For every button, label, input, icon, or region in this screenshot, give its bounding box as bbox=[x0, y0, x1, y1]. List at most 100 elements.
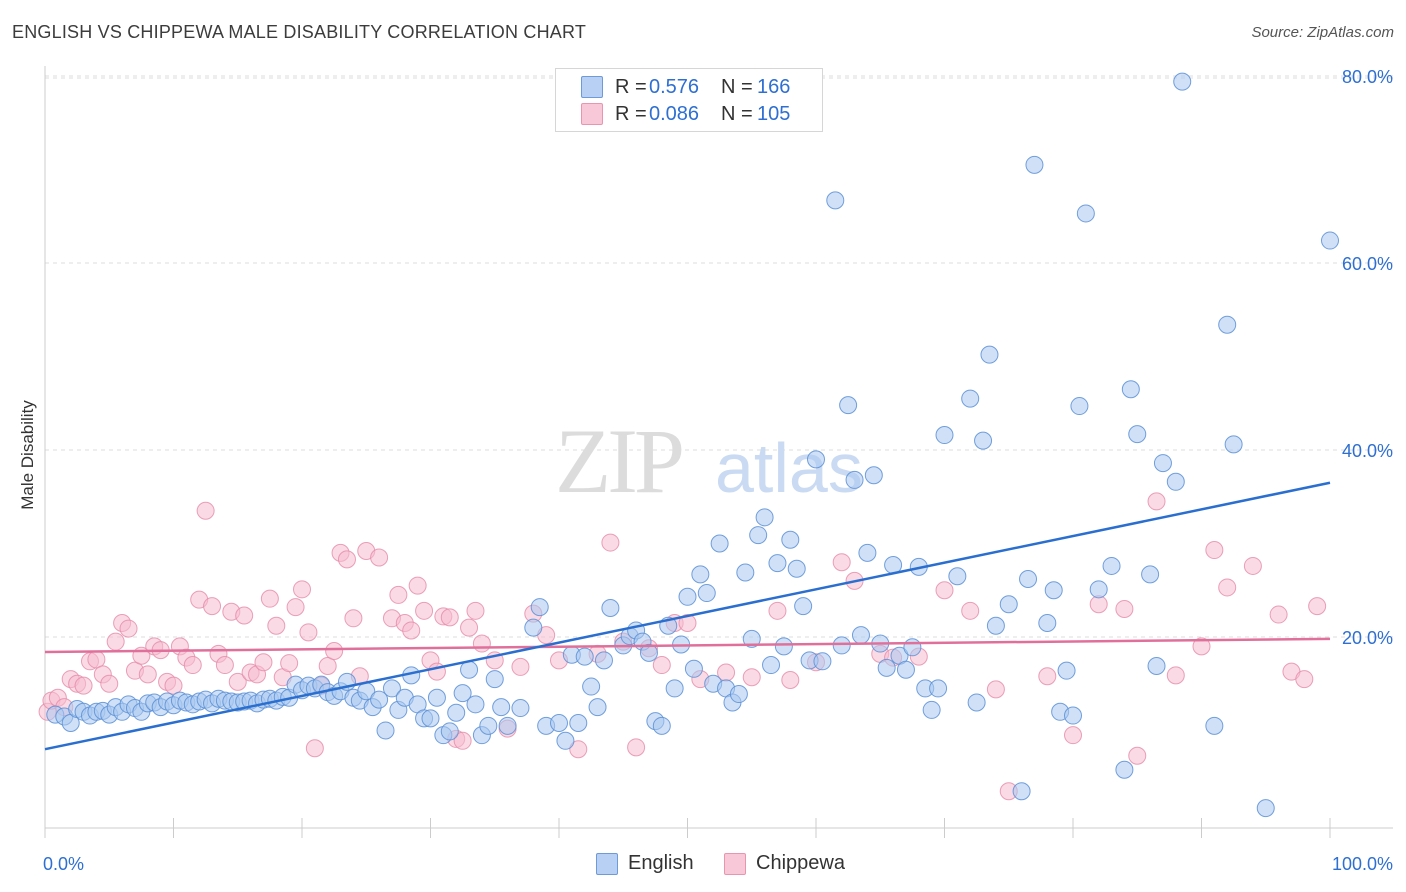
chippewa-point bbox=[100, 674, 119, 693]
english-point bbox=[1218, 315, 1237, 334]
chippewa-point bbox=[1038, 667, 1057, 686]
english-point bbox=[1012, 782, 1031, 801]
english-point bbox=[652, 716, 671, 735]
english-point bbox=[1147, 656, 1166, 675]
chippewa-point bbox=[337, 550, 356, 569]
english-point bbox=[691, 565, 710, 584]
chippewa-point bbox=[408, 576, 427, 595]
english-point bbox=[1321, 231, 1339, 250]
english-point bbox=[1205, 716, 1224, 735]
english-point bbox=[845, 470, 864, 489]
chippewa-point bbox=[935, 581, 954, 600]
chippewa-point bbox=[1166, 666, 1185, 685]
chippewa-point bbox=[832, 553, 851, 572]
english-point bbox=[376, 721, 395, 740]
english-point bbox=[903, 638, 922, 657]
english-point bbox=[961, 389, 980, 408]
chippewa-point bbox=[389, 585, 408, 604]
chippewa-point bbox=[235, 606, 254, 625]
chippewa-point bbox=[453, 731, 472, 750]
english-point bbox=[1070, 397, 1089, 416]
chippewa-point bbox=[318, 656, 337, 675]
chippewa-point bbox=[299, 623, 318, 642]
chippewa-point bbox=[569, 740, 588, 759]
english-point bbox=[421, 709, 440, 728]
chippewa-point bbox=[305, 739, 324, 758]
english-point bbox=[1076, 204, 1095, 223]
legend-r-label: R = bbox=[615, 102, 647, 125]
english-point bbox=[1224, 435, 1243, 454]
english-point bbox=[974, 431, 993, 450]
legend-item-chippewa[interactable]: Chippewa bbox=[724, 852, 845, 875]
english-point bbox=[1128, 425, 1147, 444]
stats-legend: R = 0.576 N = 166 R = 0.086 N = 105 bbox=[555, 68, 823, 132]
chippewa-point bbox=[678, 613, 697, 632]
chippewa-point bbox=[1064, 726, 1082, 745]
chippewa-point bbox=[1115, 599, 1134, 618]
english-point bbox=[1064, 706, 1082, 725]
legend-row-english: R = 0.576 N = 166 bbox=[581, 74, 790, 100]
english-point bbox=[453, 684, 472, 703]
english-point bbox=[1102, 556, 1121, 575]
chippewa-point bbox=[280, 654, 299, 673]
english-point bbox=[967, 693, 986, 712]
english-point bbox=[550, 714, 568, 733]
chippewa-swatch bbox=[724, 852, 746, 875]
legend-chippewa-label: Chippewa bbox=[756, 852, 845, 874]
chippewa-point bbox=[196, 501, 215, 520]
english-point bbox=[768, 554, 787, 573]
legend-r-label: R = bbox=[615, 75, 647, 98]
english-point bbox=[729, 685, 748, 704]
english-point bbox=[794, 597, 813, 616]
english-point bbox=[1141, 565, 1160, 584]
english-point bbox=[697, 584, 716, 603]
english-point bbox=[530, 598, 549, 617]
chippewa-point bbox=[286, 598, 305, 617]
english-point bbox=[929, 679, 948, 698]
english-swatch bbox=[581, 76, 603, 98]
y-tick-label: 20.0% bbox=[1342, 628, 1393, 648]
english-trendline bbox=[44, 481, 1331, 751]
english-point bbox=[787, 559, 806, 578]
english-point bbox=[813, 652, 832, 671]
chart-title: ENGLISH VS CHIPPEWA MALE DISABILITY CORR… bbox=[12, 22, 587, 42]
chippewa-point bbox=[466, 601, 485, 620]
chippewa-trendline bbox=[44, 637, 1331, 654]
english-point bbox=[588, 698, 607, 717]
english-point bbox=[1044, 581, 1063, 600]
legend-item-english[interactable]: English bbox=[596, 852, 694, 875]
chippewa-point bbox=[1128, 746, 1147, 765]
chippewa-point bbox=[293, 580, 311, 599]
english-point bbox=[1025, 155, 1044, 174]
english-point bbox=[826, 191, 845, 210]
english-point bbox=[762, 656, 781, 675]
english-point bbox=[665, 679, 684, 698]
english-point bbox=[466, 695, 485, 714]
english-point bbox=[1173, 72, 1192, 91]
english-point bbox=[1019, 570, 1038, 589]
y-tick-label: 60.0% bbox=[1342, 254, 1393, 274]
english-point bbox=[832, 636, 851, 655]
chippewa-point bbox=[1243, 556, 1262, 575]
chippewa-point bbox=[1147, 492, 1166, 511]
chippewa-point bbox=[106, 632, 125, 651]
english-point bbox=[1089, 580, 1108, 599]
legend-r-value: 0.086 bbox=[649, 102, 700, 125]
english-point bbox=[1153, 454, 1172, 473]
english-point bbox=[639, 643, 658, 662]
legend-n-label: N = bbox=[721, 102, 753, 125]
english-point bbox=[736, 563, 755, 582]
chippewa-point bbox=[402, 621, 421, 640]
chippewa-point bbox=[325, 642, 344, 661]
english-point bbox=[851, 626, 870, 645]
chippewa-point bbox=[1308, 597, 1327, 616]
chippewa-point bbox=[768, 601, 787, 620]
x-tick-label: 100.0% bbox=[1332, 854, 1393, 874]
english-point bbox=[1038, 613, 1057, 632]
english-point bbox=[986, 616, 1005, 635]
chippewa-point bbox=[627, 738, 646, 757]
english-point bbox=[582, 677, 601, 696]
y-tick-label: 40.0% bbox=[1342, 441, 1393, 461]
english-swatch bbox=[596, 852, 618, 875]
